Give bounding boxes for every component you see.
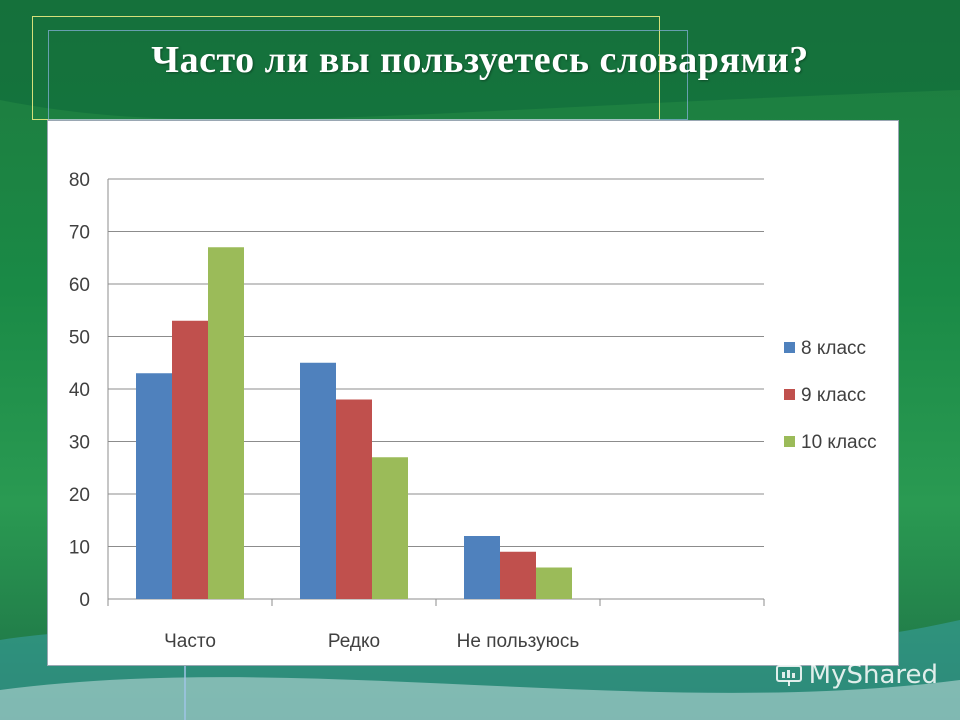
y-tick-label: 80: [69, 170, 90, 191]
watermark-label: MyShared: [808, 660, 938, 690]
bar: [536, 567, 572, 599]
bar: [172, 320, 208, 599]
title-frame-inner: [48, 30, 688, 120]
y-tick-label: 70: [69, 223, 90, 244]
watermark: MyShared: [775, 660, 938, 690]
bar: [464, 536, 500, 599]
chart-panel: 0 10 20 30 40 50 60 70 80 Часто Редко Не пользуюсь 8…: [47, 120, 899, 666]
slide-title: Часто ли вы пользуетесь словарями?: [151, 39, 809, 81]
presentation-icon: [775, 665, 802, 686]
y-tick-label: 10: [69, 538, 90, 559]
legend-swatch: [784, 389, 795, 400]
bar: [208, 247, 244, 599]
x-tick-label: Часто: [164, 631, 216, 652]
y-tick-label: 30: [69, 433, 90, 454]
bar: [336, 399, 372, 599]
x-tick-label: Редко: [328, 631, 380, 652]
bar: [500, 551, 536, 599]
bar: [372, 457, 408, 599]
legend-label: 8 класс: [801, 338, 866, 359]
bar: [136, 373, 172, 599]
y-tick-label: 50: [69, 328, 90, 349]
x-tick-label: Не пользуюсь: [457, 631, 580, 652]
legend-swatch: [784, 436, 795, 447]
legend-swatch: [784, 342, 795, 353]
legend-label: 9 класс: [801, 385, 866, 406]
y-tick-label: 60: [69, 275, 90, 296]
y-tick-label: 20: [69, 485, 90, 506]
y-tick-label: 0: [79, 590, 90, 611]
legend-label: 10 класс: [801, 432, 877, 453]
bar-chart: 0 10 20 30 40 50 60 70 80 Часто Редко Не пользуюсь 8…: [69, 170, 877, 652]
y-tick-label: 40: [69, 380, 90, 401]
bar: [300, 362, 336, 599]
